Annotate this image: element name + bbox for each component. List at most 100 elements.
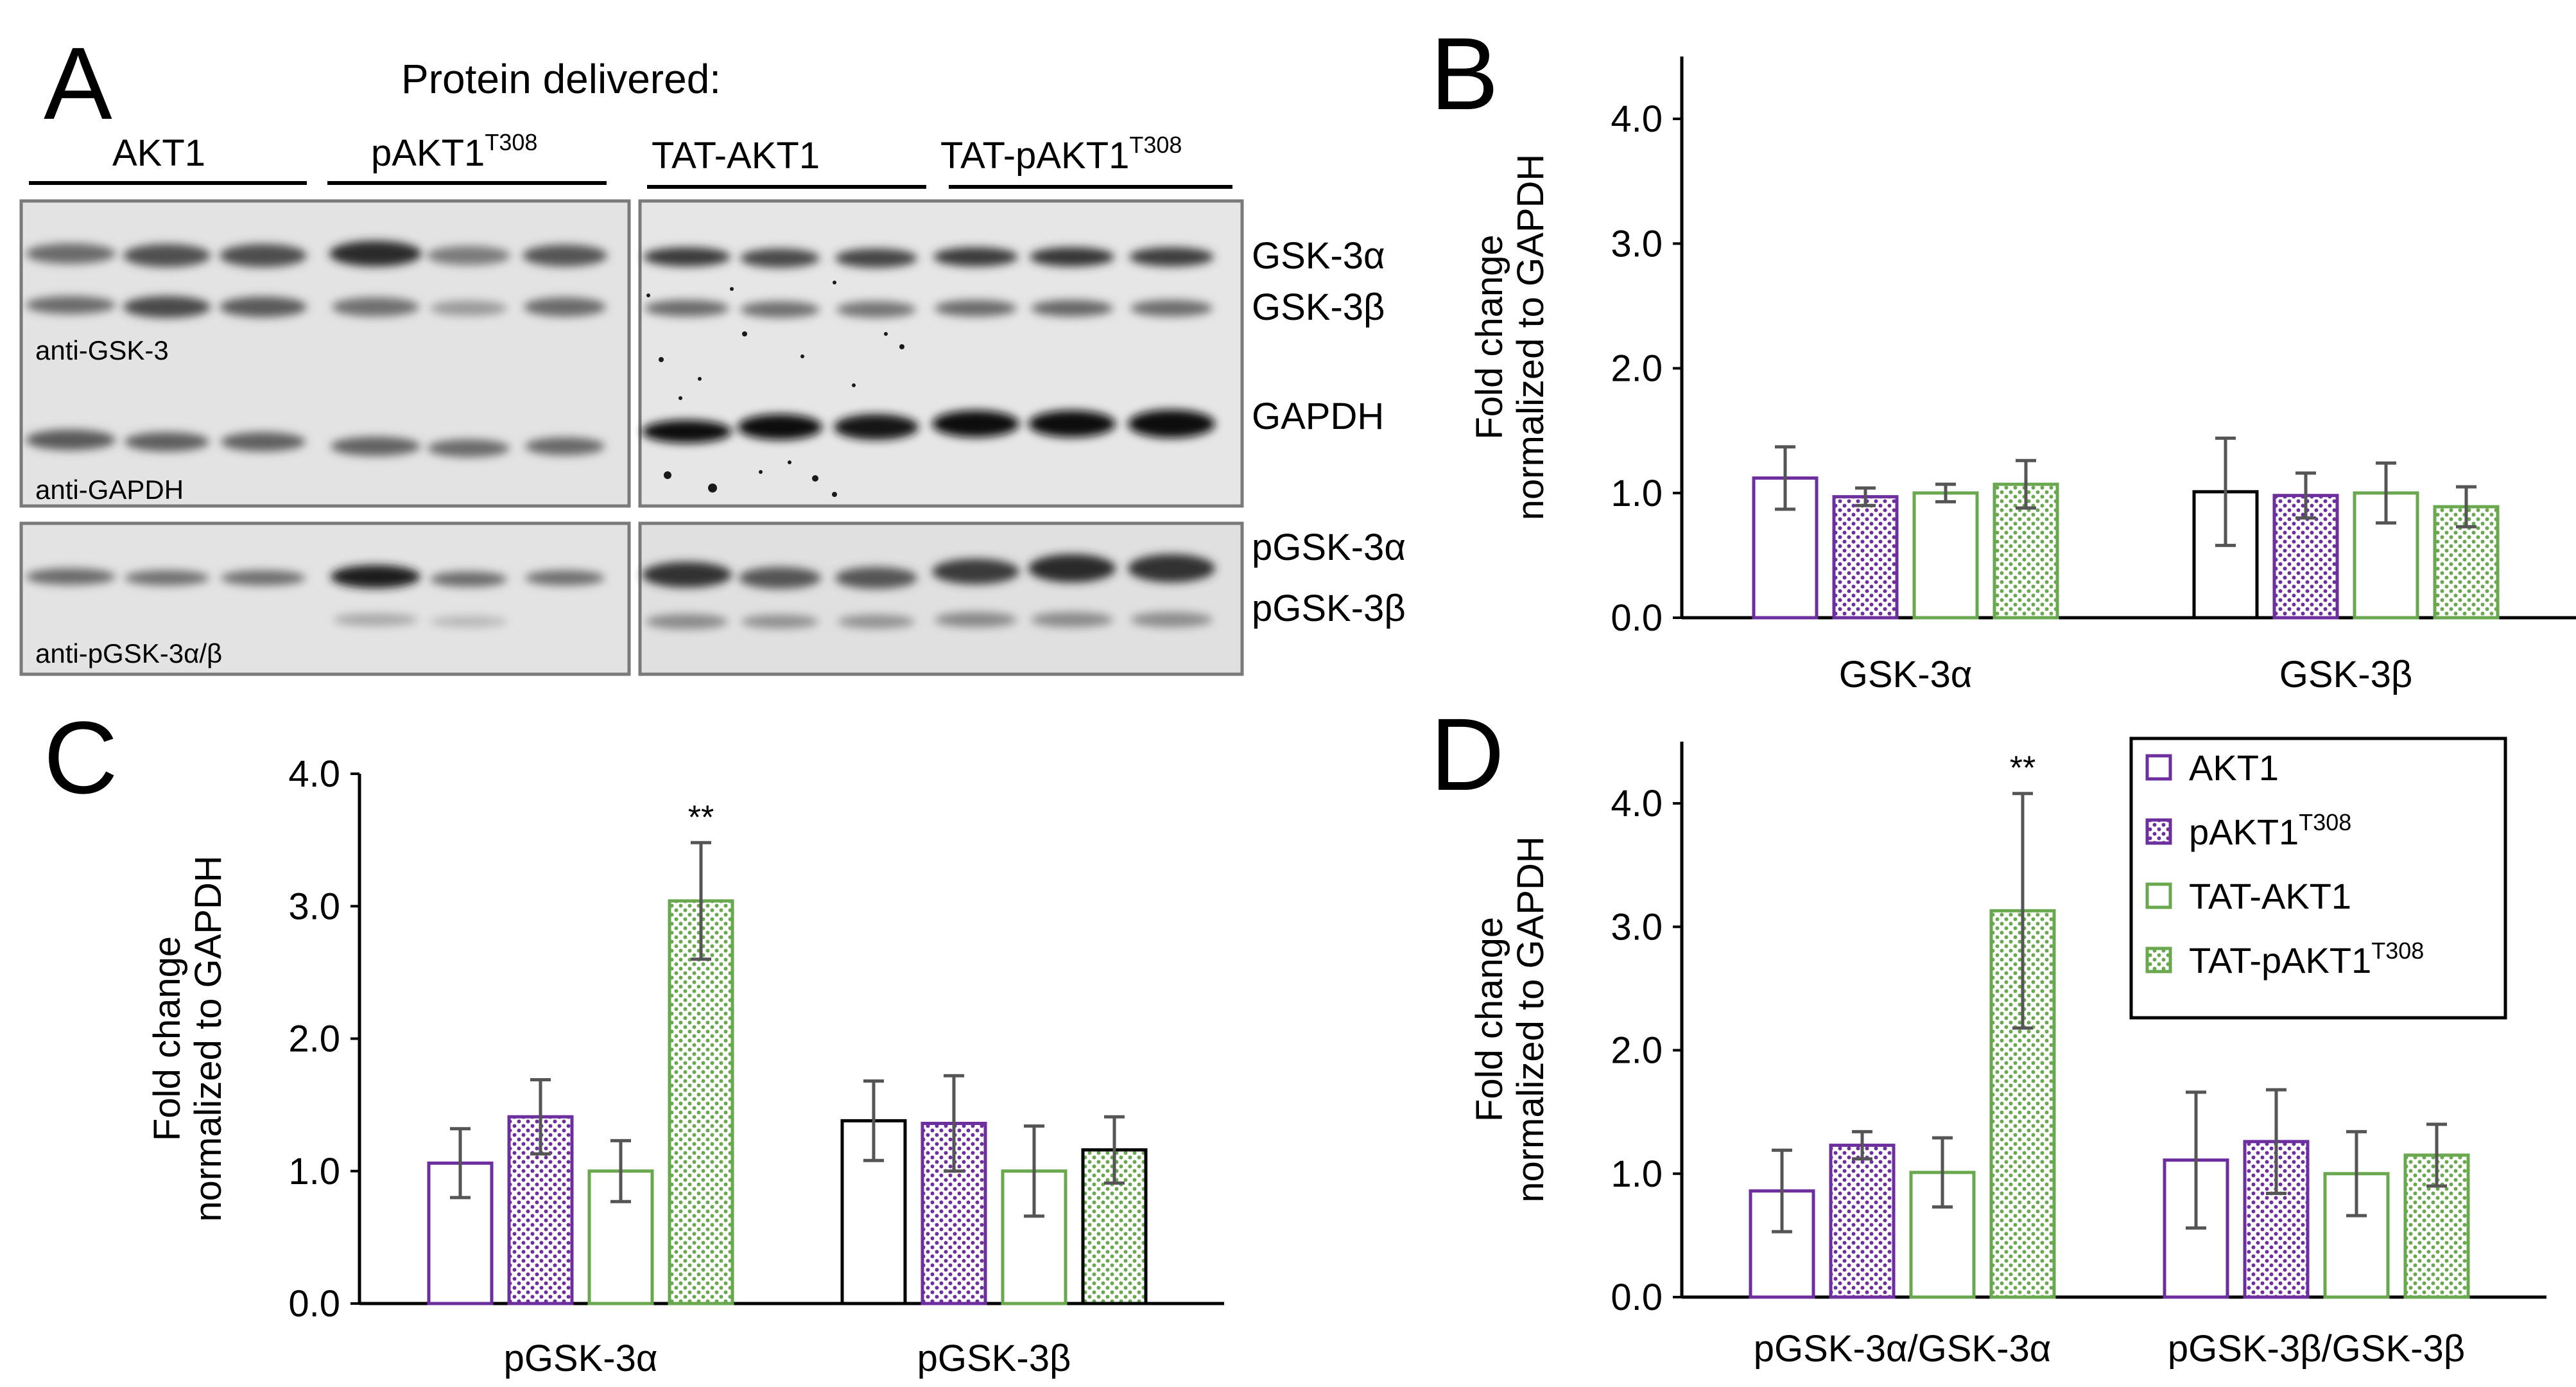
antibody-label-gapdh: anti-GAPDH [35,475,184,505]
band-label-pgsk3a: pGSK-3α [1252,527,1406,568]
panel-letter-a: A [44,26,112,141]
y-axis-label: Fold changenormalized to GAPDH [146,855,229,1222]
band-label-gapdh: GAPDH [1252,396,1384,437]
legend-label-sup: T308 [2371,938,2424,964]
lane-group-tat-akt1: TAT-AKT1 [647,135,926,189]
y-axis-label-line: normalized to GAPDH [1510,836,1552,1203]
band [1128,554,1215,582]
bar [668,899,734,1305]
antibody-label-gsk3: anti-GSK-3 [35,335,169,365]
band [26,243,116,264]
band [125,570,209,586]
band [738,414,822,440]
panel-letter-c: C [44,700,118,815]
band [1129,247,1214,266]
category-label: pGSK-3β [917,1338,1071,1379]
y-tick-label: 2.0 [1611,348,1663,390]
lane-group-label-base: TAT-pAKT1 [940,135,1129,177]
band [220,244,307,267]
band [427,246,510,265]
panel-a-header: Protein delivered: [401,56,721,102]
band [740,301,820,318]
category-label: pGSK-3α/GSK-3α [1754,1328,2052,1370]
band [523,245,607,266]
lane-group-tat-pakt1: TAT-pAKT1T308 [940,132,1232,189]
band [1031,300,1113,317]
y-tick-label: 3.0 [1611,906,1663,948]
band [1031,612,1113,627]
band-label-gsk3b: GSK-3β [1252,286,1385,328]
band [430,301,507,316]
blot-speckles [646,281,904,497]
band [932,559,1019,584]
band [428,439,510,457]
lane-group-label: pAKT1T308 [371,129,537,174]
lane-group-label: TAT-AKT1 [652,135,820,177]
band [26,568,116,585]
antibody-label-pgsk3: anti-pGSK-3α/β [35,638,222,668]
legend-label: TAT-pAKT1T308 [2189,938,2424,981]
band [644,300,729,317]
band [331,565,420,588]
band [646,614,728,629]
y-tick-label: 0.0 [1611,1277,1663,1318]
legend-item-tat-akt1: TAT-AKT1 [2145,876,2351,916]
legend-label: TAT-AKT1 [2189,876,2351,916]
band [741,615,818,629]
legend-item-tat-pakt1: TAT-pAKT1T308 [2145,938,2424,981]
category-label: GSK-3α [1839,654,1973,695]
panel-letter-b: B [1430,16,1499,131]
category-label: pGSK-3α [504,1338,658,1379]
lane-group-label-sup: T308 [485,129,537,155]
band [740,249,820,268]
y-tick-label: 0.0 [1611,597,1663,639]
band [221,432,306,451]
bar [1752,476,1819,620]
band [835,249,917,268]
y-tick-label: 4.0 [1611,98,1663,140]
band [643,247,730,266]
band [1028,554,1116,582]
bar [1912,491,1979,620]
band [1030,247,1114,266]
band [26,296,116,314]
band [430,571,507,587]
band [125,432,209,451]
band [331,437,420,456]
legend-label: AKT1 [2189,747,2279,788]
legend: AKT1 pAKT1T308 TAT-AKT1 TAT-pAKT1T308 [2129,737,2507,1020]
band [525,437,605,455]
band-label-pgsk3b: pGSK-3β [1252,588,1406,629]
y-axis-label-line: Fold change [1469,234,1510,439]
band [1130,300,1213,317]
band [1130,612,1213,627]
legend-swatch [2145,818,2172,845]
lane-group-label: TAT-pAKT1T308 [940,132,1182,177]
legend-label: pAKT1T308 [2189,809,2351,852]
panel-b-chart: 0.0 1.0 2.0 3.0 4.0 Fold changenormalized to … [1469,57,2576,695]
lane-group-label-base: pAKT1 [371,132,485,174]
bar [1832,495,1899,620]
blot-bottom-left [19,521,631,676]
band [739,567,821,589]
legend-label-base: TAT-pAKT1 [2189,940,2371,981]
band [26,430,116,450]
legend-swatch [2145,882,2172,909]
band-label-gsk3a: GSK-3α [1252,235,1385,277]
category-label: GSK-3β [2279,654,2412,695]
band [1128,410,1215,438]
y-tick-label: 1.0 [288,1151,340,1192]
significance-label: ** [2010,750,2036,787]
panel-d-chart: 0.0 1.0 2.0 3.0 4.0 Fold changenormalized to … [1469,742,2546,1370]
lane-group-pakt1: pAKT1T308 [327,129,607,185]
band [834,414,919,440]
band [1028,410,1116,437]
band [329,241,422,266]
band [123,296,211,318]
bar [1829,1144,1896,1299]
band [524,297,606,317]
legend-swatch [2145,754,2172,781]
legend-label-base: pAKT1 [2189,812,2299,852]
y-tick-label: 4.0 [288,753,340,795]
